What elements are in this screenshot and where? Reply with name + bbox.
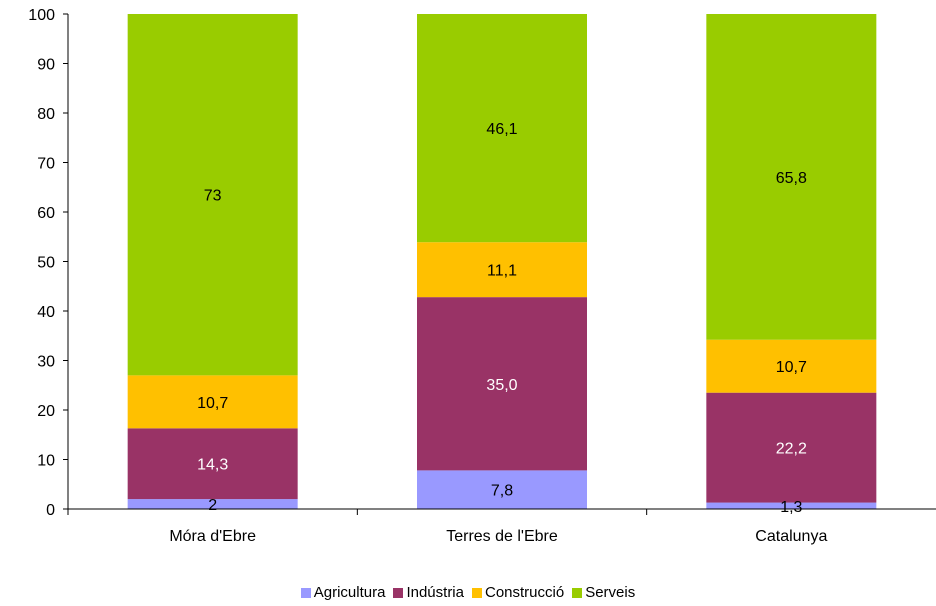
value-label-industria-terres-de-l-ebre: 35,0	[486, 377, 517, 394]
x-tick-label-terres-de-l-ebre: Terres de l'Ebre	[446, 528, 558, 545]
bar-construccio-terres-de-l-ebre	[417, 242, 587, 298]
y-tick-label-80: 80	[37, 106, 55, 123]
bar-industria-catalunya	[706, 392, 877, 503]
legend-swatch-construccio	[472, 587, 482, 598]
legend: Agricultura Indústria Construcció Servei…	[0, 584, 936, 601]
legend-label-construccio: Construcció	[485, 584, 565, 601]
legend-item-construccio: Construcció	[472, 584, 564, 601]
bar-construccio-catalunya	[706, 339, 877, 393]
bar-construccio-mora-d-ebre	[127, 375, 298, 429]
legend-label-agricultura: Agricultura	[313, 584, 386, 601]
bar-serveis-mora-d-ebre	[127, 14, 298, 376]
y-tick-label-70: 70	[37, 156, 55, 173]
x-tick-label-catalunya: Catalunya	[755, 528, 827, 545]
bar-industria-mora-d-ebre	[127, 428, 298, 500]
y-tick-label-30: 30	[37, 354, 55, 371]
y-tick-label-90: 90	[37, 57, 55, 74]
legend-swatch-serveis	[572, 587, 583, 598]
value-label-agricultura-terres-de-l-ebre: 7,8	[491, 483, 513, 500]
y-tick-label-60: 60	[37, 205, 55, 222]
value-label-serveis-terres-de-l-ebre: 46,1	[486, 121, 517, 138]
bar-agricultura-terres-de-l-ebre	[417, 470, 587, 509]
legend-swatch-industria	[393, 587, 404, 598]
legend-item-agricultura: Agricultura	[300, 584, 386, 601]
value-label-serveis-catalunya: 65,8	[776, 170, 807, 187]
bar-industria-terres-de-l-ebre	[417, 297, 587, 471]
legend-item-serveis: Serveis	[572, 584, 635, 601]
value-label-industria-catalunya: 22,2	[776, 441, 807, 458]
x-tick-label-mora-d-ebre: Móra d'Ebre	[169, 528, 256, 545]
legend-label-industria: Indústria	[406, 584, 464, 601]
value-label-construccio-mora-d-ebre: 10,7	[197, 395, 228, 412]
value-label-agricultura-catalunya: 1,3	[780, 499, 802, 516]
y-tick-label-0: 0	[46, 502, 55, 519]
legend-item-industria: Indústria	[393, 584, 464, 601]
bar-serveis-terres-de-l-ebre	[417, 14, 587, 243]
y-tick-label-40: 40	[37, 304, 55, 321]
y-tick-label-100: 100	[28, 7, 55, 24]
y-tick-label-50: 50	[37, 255, 55, 272]
bar-agricultura-catalunya	[706, 502, 877, 509]
bar-serveis-catalunya	[706, 14, 877, 340]
legend-swatch-agricultura	[300, 587, 311, 598]
value-label-agricultura-mora-d-ebre: 2	[208, 497, 217, 514]
bar-agricultura-mora-d-ebre	[127, 499, 298, 509]
bars-group	[127, 14, 877, 509]
value-label-construccio-terres-de-l-ebre: 11,1	[487, 263, 517, 280]
y-tick-label-10: 10	[37, 453, 55, 470]
value-label-serveis-mora-d-ebre: 73	[204, 188, 222, 205]
value-labels-group: 2 14,3 10,7 73 7,8 35,0 11,1 46,1 1,3 22,2 10,7 65,…	[197, 121, 807, 516]
axes-group: Móra d'Ebre Terres de l'Ebre Catalunya 0 10 2…	[28, 7, 936, 545]
value-label-industria-mora-d-ebre: 14,3	[197, 457, 228, 474]
legend-label-serveis: Serveis	[585, 584, 636, 601]
y-tick-label-20: 20	[37, 403, 55, 420]
value-label-construccio-catalunya: 10,7	[776, 359, 807, 376]
